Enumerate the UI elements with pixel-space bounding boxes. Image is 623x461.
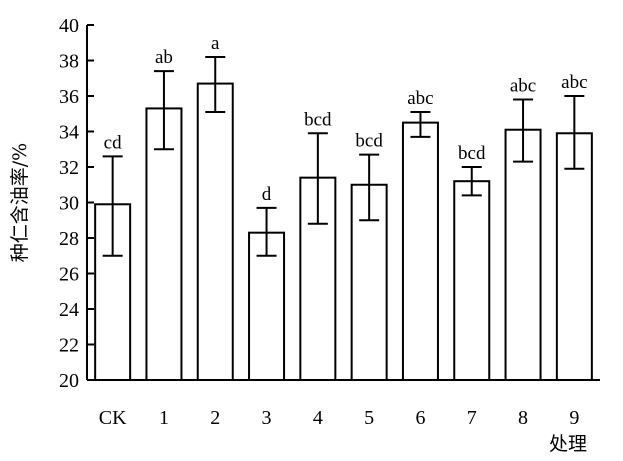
bar — [299, 176, 337, 381]
significance-label: ab — [155, 47, 173, 68]
y-tick-label: 36 — [59, 86, 79, 108]
significance-label: bcd — [355, 131, 383, 152]
y-tick-label: 30 — [59, 193, 79, 215]
x-tick-label: 5 — [364, 407, 374, 429]
y-tick-label: 34 — [59, 122, 79, 144]
bar — [196, 82, 234, 381]
x-ticks-group: CK 1 2 3 4 5 6 7 8 9 — [99, 407, 580, 429]
bars-group — [94, 82, 593, 382]
y-tick-label: 26 — [59, 264, 79, 286]
x-tick-label: 3 — [262, 407, 272, 429]
significance-label: bcd — [304, 109, 332, 130]
significance-label: bcd — [458, 143, 486, 164]
bar — [555, 132, 593, 381]
y-tick-label: 38 — [59, 51, 79, 73]
y-axis-title: 种仁含油率/% — [9, 143, 31, 262]
x-tick-label: 7 — [467, 407, 477, 429]
x-tick-label: 2 — [210, 407, 220, 429]
y-tick-label: 28 — [59, 228, 79, 250]
x-tick-label: 8 — [518, 407, 528, 429]
y-tick-label: 24 — [59, 299, 79, 321]
y-tick-label: 40 — [59, 15, 79, 37]
significance-label: d — [262, 184, 272, 205]
x-tick-label: 1 — [159, 407, 169, 429]
significance-label: abc — [407, 88, 433, 109]
bar — [401, 121, 439, 381]
bar — [453, 180, 491, 381]
x-axis-title: 处理 — [549, 433, 587, 455]
y-tick-label: 32 — [59, 157, 79, 179]
bar — [504, 128, 542, 381]
x-tick-label: 9 — [569, 407, 579, 429]
bar — [145, 107, 183, 382]
y-ticks-group: 20 22 24 26 28 30 32 34 36 38 40 — [59, 15, 94, 392]
significance-label: abc — [510, 76, 536, 97]
significance-label: a — [211, 33, 220, 54]
x-tick-label: 4 — [313, 407, 323, 429]
significance-labels-group: cd ab a d bcd bcd abc bcd abc abc — [104, 33, 588, 205]
significance-label: cd — [104, 132, 122, 153]
error-bars-group — [102, 55, 585, 257]
y-tick-label: 22 — [59, 335, 79, 357]
y-tick-label: 20 — [59, 370, 79, 392]
x-tick-label: 6 — [415, 407, 425, 429]
significance-label: abc — [561, 72, 587, 93]
x-tick-label: CK — [99, 407, 127, 429]
